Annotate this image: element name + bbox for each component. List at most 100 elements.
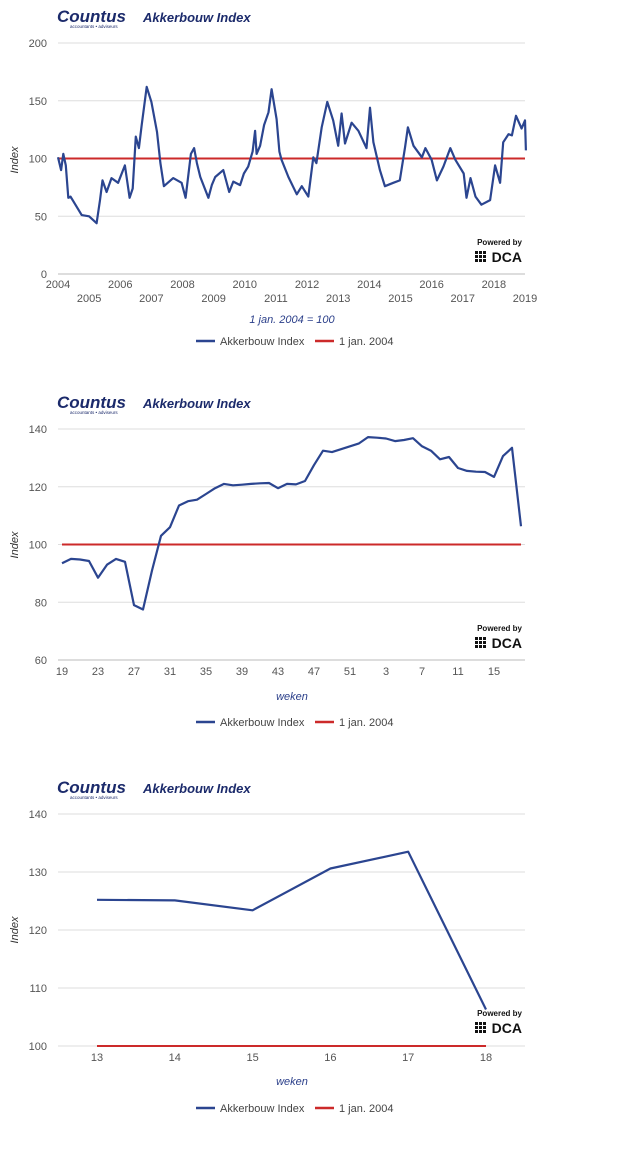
y-tick-label: 100 bbox=[29, 540, 47, 552]
dca-grid-icon bbox=[475, 255, 478, 258]
x-tick-label: 2013 bbox=[326, 293, 350, 305]
y-axis-title: Index bbox=[9, 916, 21, 943]
legend: Akkerbouw Index 1 jan. 2004 bbox=[196, 336, 393, 348]
x-axis-title: weken bbox=[276, 691, 308, 703]
y-axis-title: Index bbox=[9, 146, 21, 173]
dca-grid-icon bbox=[483, 259, 486, 262]
x-tick-label: 23 bbox=[92, 666, 104, 678]
legend: Akkerbouw Index 1 jan. 2004 bbox=[196, 717, 393, 729]
powered-by-text: Powered by bbox=[477, 238, 522, 247]
x-tick-label: 2012 bbox=[295, 279, 319, 291]
dca-grid-icon bbox=[483, 1022, 486, 1025]
dca-grid-icon bbox=[483, 637, 486, 640]
legend-label-baseline: 1 jan. 2004 bbox=[339, 717, 393, 729]
y-tick-label: 60 bbox=[35, 655, 47, 667]
x-tick-label: 51 bbox=[344, 666, 356, 678]
x-tick-label: 19 bbox=[56, 666, 68, 678]
x-tick-label: 11 bbox=[452, 666, 463, 678]
x-tick-label: 2014 bbox=[357, 279, 381, 291]
y-tick-label: 120 bbox=[29, 482, 47, 494]
legend-label-akkerbouw-index: Akkerbouw Index bbox=[220, 717, 305, 729]
dca-grid-icon bbox=[475, 637, 478, 640]
dca-grid-icon bbox=[483, 1026, 486, 1029]
x-tick-label: 39 bbox=[236, 666, 248, 678]
y-tick-label: 140 bbox=[29, 809, 47, 821]
y-axis-title: Index bbox=[9, 531, 21, 558]
y-tick-label: 80 bbox=[35, 597, 47, 609]
x-axis-title: weken bbox=[276, 1076, 308, 1088]
x-tick-label: 43 bbox=[272, 666, 284, 678]
dca-grid-icon bbox=[475, 645, 478, 648]
series-line-akkerbouw-index bbox=[61, 436, 523, 611]
x-tick-label: 3 bbox=[383, 666, 389, 678]
dca-grid-icon bbox=[483, 641, 486, 644]
x-tick-label: 2004 bbox=[46, 279, 70, 291]
powered-by-text: Powered by bbox=[477, 624, 522, 633]
legend-label-akkerbouw-index: Akkerbouw Index bbox=[220, 336, 305, 348]
legend: Akkerbouw Index 1 jan. 2004 bbox=[196, 1103, 393, 1115]
x-tick-label: 2017 bbox=[450, 293, 474, 305]
x-tick-label: 2006 bbox=[108, 279, 132, 291]
dca-grid-icon bbox=[479, 1030, 482, 1033]
countus-logo-tagline: accountants • adviseurs bbox=[70, 410, 118, 415]
y-tick-label: 200 bbox=[29, 38, 47, 50]
countus-logo-tagline: accountants • adviseurs bbox=[70, 795, 118, 800]
x-tick-label: 15 bbox=[246, 1052, 258, 1064]
y-tick-label: 120 bbox=[29, 925, 47, 937]
chart-title: Akkerbouw Index bbox=[142, 781, 251, 796]
y-tick-label: 130 bbox=[29, 867, 47, 879]
powered-by-dca-logo: Powered by DCA bbox=[475, 1009, 523, 1036]
y-tick-label: 150 bbox=[29, 96, 47, 108]
dca-grid-icon bbox=[475, 1030, 478, 1033]
dca-grid-icon bbox=[483, 1030, 486, 1033]
chart-title: Akkerbouw Index bbox=[142, 10, 251, 25]
dca-grid-icon bbox=[479, 259, 482, 262]
y-tick-label: 100 bbox=[29, 154, 47, 166]
x-tick-label: 2005 bbox=[77, 293, 101, 305]
x-tick-label: 35 bbox=[200, 666, 212, 678]
x-tick-label: 2015 bbox=[388, 293, 412, 305]
powered-by-text: Powered by bbox=[477, 1009, 522, 1018]
dca-grid-icon bbox=[475, 251, 478, 254]
powered-by-dca-logo: Powered by DCA bbox=[475, 238, 523, 265]
x-tick-label: 15 bbox=[488, 666, 500, 678]
dca-grid-icon bbox=[479, 1022, 482, 1025]
y-tick-label: 50 bbox=[35, 211, 47, 223]
x-tick-label: 13 bbox=[91, 1052, 103, 1064]
x-tick-label: 2011 bbox=[264, 293, 288, 305]
countus-logo: Countus bbox=[57, 393, 126, 412]
dca-grid-icon bbox=[475, 641, 478, 644]
x-tick-label: 2009 bbox=[201, 293, 225, 305]
dca-grid-icon bbox=[479, 641, 482, 644]
dca-grid-icon bbox=[483, 645, 486, 648]
x-tick-label: 31 bbox=[164, 666, 176, 678]
dca-grid-icon bbox=[475, 259, 478, 262]
dca-grid-icon bbox=[479, 1026, 482, 1029]
x-tick-label: 2018 bbox=[482, 279, 506, 291]
y-tick-label: 100 bbox=[29, 1041, 47, 1053]
dca-grid-icon bbox=[483, 255, 486, 258]
y-tick-label: 140 bbox=[29, 424, 47, 436]
dca-grid-icon bbox=[479, 637, 482, 640]
x-tick-label: 2019 bbox=[513, 293, 537, 305]
x-tick-label: 16 bbox=[324, 1052, 336, 1064]
countus-logo: Countus bbox=[57, 778, 126, 797]
chart-note: 1 jan. 2004 = 100 bbox=[249, 314, 335, 326]
dca-grid-icon bbox=[475, 1026, 478, 1029]
x-tick-label: 17 bbox=[402, 1052, 414, 1064]
x-tick-label: 27 bbox=[128, 666, 140, 678]
dca-text: DCA bbox=[492, 249, 522, 265]
chart-title: Akkerbouw Index bbox=[142, 396, 251, 411]
y-tick-label: 110 bbox=[29, 983, 47, 995]
dca-grid-icon bbox=[479, 645, 482, 648]
x-tick-label: 7 bbox=[419, 666, 425, 678]
x-tick-label: 2016 bbox=[419, 279, 443, 291]
powered-by-dca-logo: Powered by DCA bbox=[475, 624, 523, 651]
legend-label-baseline: 1 jan. 2004 bbox=[339, 336, 393, 348]
x-tick-label: 18 bbox=[480, 1052, 492, 1064]
series-line-akkerbouw-index bbox=[96, 850, 487, 1010]
x-tick-label: 14 bbox=[169, 1052, 181, 1064]
